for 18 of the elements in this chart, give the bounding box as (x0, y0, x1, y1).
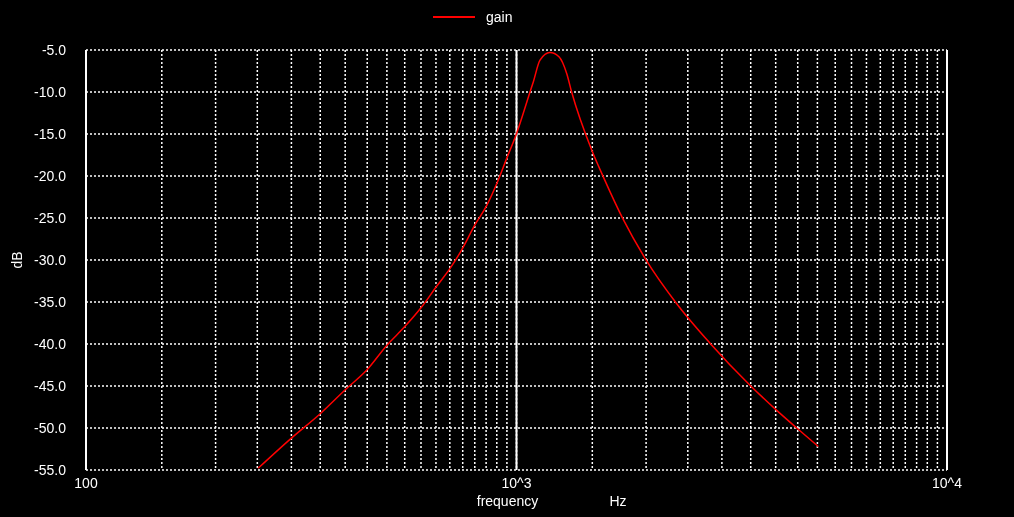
x-axis-title: frequency (476, 493, 539, 509)
y-tick-label: -50.0 (34, 420, 67, 436)
text: Hz (609, 493, 627, 509)
y-tick-label: -30.0 (34, 252, 67, 268)
x-tick-label: 10^4 (932, 475, 963, 491)
y-tick-label: -25.0 (34, 210, 67, 226)
y-axis-title: dB (9, 251, 25, 269)
y-tick-label: -20.0 (34, 168, 67, 184)
y-tick-label: -35.0 (34, 294, 67, 310)
y-tick-label: -40.0 (34, 336, 67, 352)
y-tick-label: -45.0 (34, 378, 67, 394)
y-tick-label: -5.0 (41, 42, 67, 58)
x-tick-label: 10^3 (501, 475, 532, 491)
y-tick-label: -10.0 (34, 84, 67, 100)
legend-label: gain (486, 9, 513, 25)
y-tick-label: -55.0 (34, 462, 67, 478)
x-tick-label: 100 (74, 475, 98, 491)
y-tick-label: -15.0 (34, 126, 67, 142)
